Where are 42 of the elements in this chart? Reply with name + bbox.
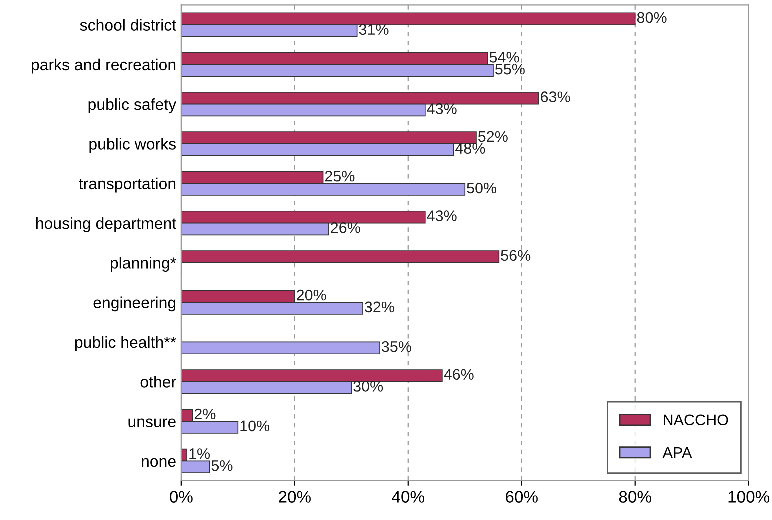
x-tick-label: 40% (392, 491, 424, 503)
data-label: 35% (382, 341, 412, 352)
y-tick-label: housing department (36, 217, 176, 232)
x-tick-label: 60% (506, 491, 538, 503)
data-label: 52% (478, 131, 508, 142)
data-label: 20% (297, 290, 326, 301)
x-tick-label: 100% (728, 491, 770, 503)
data-label: 10% (240, 420, 270, 432)
data-label: 46% (444, 369, 474, 380)
y-tick-label: school district (80, 19, 176, 31)
data-label: 43% (427, 104, 457, 114)
data-label: 1% (190, 448, 210, 460)
data-label: 32% (364, 302, 394, 313)
data-label: 2% (194, 408, 216, 420)
data-label: 56% (501, 250, 531, 262)
y-tick-label: other (140, 376, 176, 388)
y-tick-label: public health** (75, 336, 176, 352)
x-tick-label: 0% (170, 491, 193, 503)
data-label: 30% (354, 381, 384, 392)
y-tick-label: public safety (88, 98, 177, 114)
data-label: 43% (427, 210, 457, 222)
data-label: 80% (637, 12, 667, 24)
data-label: 54% (490, 52, 520, 63)
data-label: 5% (212, 460, 233, 472)
data-label: 50% (467, 182, 497, 194)
data-label: 63% (541, 92, 570, 102)
y-tick-label: parks and recreation (32, 58, 176, 74)
legend-label: APA (662, 447, 692, 458)
data-label: 25% (325, 170, 355, 182)
y-tick-label: none (142, 458, 176, 468)
legend-label: NACCHO (664, 414, 728, 426)
y-tick-label: transportation (79, 178, 176, 193)
y-tick-label: engineering (94, 296, 176, 312)
data-label: 55% (496, 64, 525, 75)
y-tick-label: public works (90, 138, 176, 154)
data-label: 31% (359, 24, 389, 36)
y-tick-label: unsure (128, 418, 176, 428)
x-tick-label: 80% (619, 491, 652, 503)
x-tick-label: 20% (279, 491, 311, 503)
data-label: 48% (456, 143, 486, 154)
y-tick-label: planning* (110, 257, 176, 272)
data-label: 26% (331, 222, 360, 234)
